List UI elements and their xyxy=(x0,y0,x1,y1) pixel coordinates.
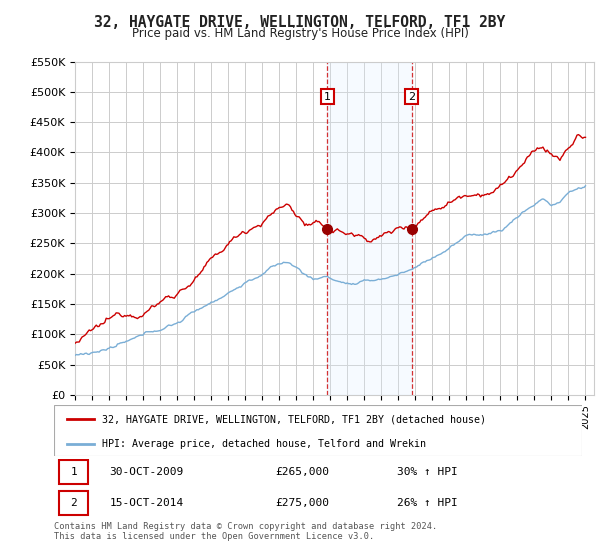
Bar xyxy=(328,62,412,395)
Text: HPI: Average price, detached house, Telford and Wrekin: HPI: Average price, detached house, Telf… xyxy=(101,439,425,449)
Text: £265,000: £265,000 xyxy=(276,467,330,477)
Text: £275,000: £275,000 xyxy=(276,498,330,508)
Text: 1: 1 xyxy=(324,92,331,101)
Text: 15-OCT-2014: 15-OCT-2014 xyxy=(109,498,184,508)
Text: 32, HAYGATE DRIVE, WELLINGTON, TELFORD, TF1 2BY (detached house): 32, HAYGATE DRIVE, WELLINGTON, TELFORD, … xyxy=(101,414,485,424)
Text: 30-OCT-2009: 30-OCT-2009 xyxy=(109,467,184,477)
Text: 2: 2 xyxy=(70,498,77,508)
Text: Price paid vs. HM Land Registry's House Price Index (HPI): Price paid vs. HM Land Registry's House … xyxy=(131,27,469,40)
Text: 30% ↑ HPI: 30% ↑ HPI xyxy=(397,467,458,477)
Text: Contains HM Land Registry data © Crown copyright and database right 2024.
This d: Contains HM Land Registry data © Crown c… xyxy=(54,522,437,542)
Text: 2: 2 xyxy=(408,92,415,101)
Text: 1: 1 xyxy=(70,467,77,477)
Text: 26% ↑ HPI: 26% ↑ HPI xyxy=(397,498,458,508)
Text: 32, HAYGATE DRIVE, WELLINGTON, TELFORD, TF1 2BY: 32, HAYGATE DRIVE, WELLINGTON, TELFORD, … xyxy=(94,15,506,30)
Bar xyxy=(59,460,88,484)
Bar xyxy=(59,491,88,516)
